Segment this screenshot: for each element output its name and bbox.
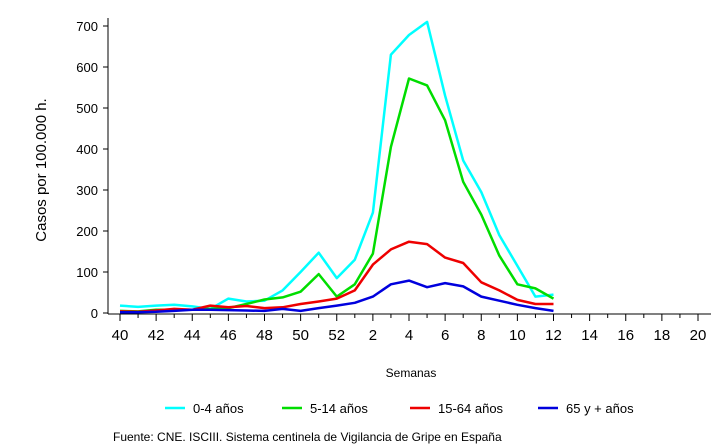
source-note: Fuente: CNE. ISCIII. Sistema centinela d… — [113, 430, 502, 444]
x-tick-label: 10 — [509, 327, 526, 344]
x-tick-label: 18 — [654, 327, 671, 344]
x-axis-ticks: 40 42 44 46 48 50 52 2 4 6 8 10 12 14 16 18 20 — [112, 314, 707, 344]
legend-label: 65 y + años — [566, 401, 634, 416]
y-tick-label: 100 — [76, 265, 98, 280]
x-tick-label: 14 — [581, 327, 598, 344]
y-tick-label: 400 — [76, 142, 98, 157]
y-tick-label: 0 — [91, 306, 98, 321]
series-lines — [119, 20, 555, 314]
legend-label: 0-4 años — [193, 401, 244, 416]
x-tick-label: 8 — [477, 327, 485, 344]
x-tick-label: 48 — [256, 327, 273, 344]
y-tick-label: 200 — [76, 224, 98, 239]
legend-label: 15-64 años — [438, 401, 504, 416]
x-tick-label: 4 — [405, 327, 413, 344]
series-line-1 — [119, 20, 554, 311]
x-tick-label: 46 — [220, 327, 237, 344]
x-tick-label: 44 — [184, 327, 201, 344]
x-tick-label: 2 — [369, 327, 377, 344]
x-axis-title: Semanas — [386, 366, 437, 380]
x-tick-label: 50 — [292, 327, 309, 344]
legend-label: 5-14 años — [310, 401, 368, 416]
x-tick-label: 40 — [112, 327, 129, 344]
axes — [107, 18, 711, 315]
y-axis-title: Casos por 100.000 h. — [33, 98, 50, 241]
x-tick-label: 16 — [617, 327, 634, 344]
x-tick-label: 12 — [545, 327, 562, 344]
x-tick-label: 20 — [690, 327, 707, 344]
x-tick-label: 52 — [328, 327, 345, 344]
y-tick-label: 300 — [76, 183, 98, 198]
y-axis-ticks: 0 100 200 300 400 500 600 700 — [76, 19, 108, 321]
y-tick-label: 600 — [76, 60, 98, 75]
legend: 0-4 años 5-14 años 15-64 años 65 y + años — [165, 401, 634, 416]
x-tick-label: 6 — [441, 327, 449, 344]
y-tick-label: 500 — [76, 101, 98, 116]
x-tick-label: 42 — [148, 327, 165, 344]
series-line-4 — [120, 279, 554, 314]
y-tick-label: 700 — [76, 19, 98, 34]
